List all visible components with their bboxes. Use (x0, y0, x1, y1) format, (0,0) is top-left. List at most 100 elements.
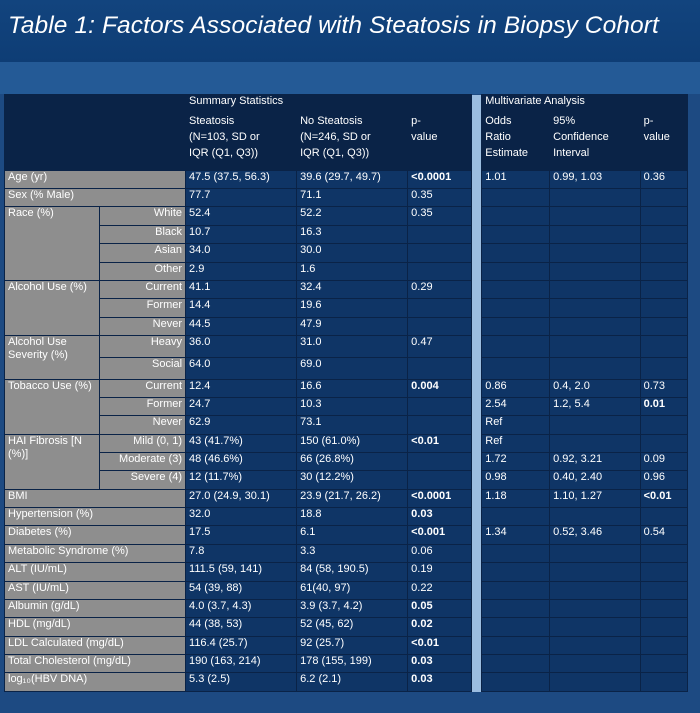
multivariate-p-value (639, 334, 689, 358)
confidence-interval-value (549, 562, 641, 582)
row-sublabel: Current (98, 279, 187, 300)
row-label: Hypertension (%) (3, 507, 187, 527)
multivariate-p-value (639, 653, 689, 674)
odds-ratio-value (481, 279, 551, 300)
row-label: ALT (IU/mL) (3, 562, 187, 582)
row-label: Alcohol Use (%) (4, 279, 100, 336)
steatosis-value: 17.5 (185, 525, 298, 545)
row-sublabel: Never (98, 415, 187, 435)
confidence-interval-value (549, 298, 641, 318)
p-value-2-header-line-2: value (643, 131, 670, 144)
multivariate-p-value (639, 562, 689, 582)
confidence-interval-value (549, 433, 641, 454)
title-bar: Table 1: Factors Associated with Steatos… (0, 0, 700, 62)
p-value (407, 452, 472, 472)
odds-ratio-value (481, 206, 551, 226)
no-steatosis-value: 10.3 (296, 396, 409, 417)
confidence-interval-value (549, 543, 641, 564)
table-row: Never 62.9 73.1 Ref (5, 415, 689, 435)
row-sublabel: Black (98, 224, 187, 245)
confidence-interval-value: 1.2, 5.4 (549, 396, 641, 417)
no-steatosis-value: 31.0 (296, 334, 409, 358)
table-row: Hypertension (%) 32.0 18.8 0.03 (3, 507, 689, 527)
steatosis-value: 41.1 (185, 279, 298, 300)
no-steatosis-value: 3.3 (296, 543, 409, 564)
steatosis-value: 116.4 (25.7) (185, 635, 298, 656)
multivariate-p-value (639, 298, 689, 318)
steatosis-value: 62.9 (185, 415, 298, 435)
multivariate-p-value (639, 507, 689, 527)
steatosis-value: 4.0 (3.7, 4.3) (185, 598, 298, 619)
multivariate-p-value (639, 279, 689, 300)
no-steatosis-header-line-3: IQR (Q1, Q3)) (300, 147, 370, 160)
multivariate-p-value (639, 356, 689, 380)
confidence-interval-value (549, 635, 641, 656)
steatosis-value: 27.0 (24.9, 30.1) (185, 488, 298, 509)
odds-ratio-value (481, 543, 551, 564)
table-row: Former 14.4 19.6 (5, 298, 689, 318)
table-row: Alcohol Use (%) Current 41.1 32.4 0.29 (4, 279, 689, 336)
no-steatosis-value: 66 (26.8%) (296, 452, 409, 472)
odds-ratio-header-line-2: Ratio (485, 131, 511, 144)
p-value: 0.19 (407, 562, 472, 582)
confidence-interval-value (549, 598, 641, 619)
p-value: 0.29 (407, 279, 472, 300)
p-value: 0.05 (407, 598, 472, 619)
odds-ratio-value: 0.98 (481, 470, 551, 490)
table-row: Never 44.5 47.9 (5, 316, 689, 336)
row-label: Sex (% Male) (3, 188, 187, 208)
no-steatosis-value: 61(40, 97) (296, 580, 409, 600)
steatosis-value: 48 (46.6%) (185, 452, 298, 472)
steatosis-value: 190 (163, 214) (185, 653, 298, 674)
table-row: Asian 34.0 30.0 (5, 243, 689, 263)
no-steatosis-header: No Steatosis (N=246, SD or IQR (Q1, Q3)) (296, 112, 409, 171)
steatosis-value: 64.0 (185, 356, 298, 380)
odds-ratio-value (481, 598, 551, 619)
odds-ratio-value: 2.54 (481, 396, 551, 417)
no-steatosis-value: 52.2 (296, 206, 409, 226)
steatosis-value: 5.3 (2.5) (185, 672, 298, 692)
row-label: Total Cholesterol (mg/dL) (3, 653, 187, 674)
confidence-interval-value (549, 334, 641, 358)
summary-statistics-header: Summary Statistics (185, 93, 472, 114)
multivariate-analysis-header: Multivariate Analysis (481, 93, 688, 114)
odds-ratio-value: 0.86 (481, 378, 551, 398)
no-steatosis-value: 71.1 (296, 188, 409, 208)
odds-ratio-header-line-1: Odds (485, 115, 512, 128)
multivariate-p-value (639, 261, 689, 281)
multivariate-p-value: 0.96 (639, 470, 689, 490)
multivariate-p-value: 0.09 (639, 452, 689, 472)
p-value (407, 356, 472, 380)
p-value: <0.001 (407, 525, 472, 545)
odds-ratio-value (481, 507, 551, 527)
no-steatosis-value: 39.6 (29.7, 49.7) (296, 169, 409, 190)
table-row: AST (IU/mL) 54 (39, 88) 61(40, 97) 0.22 (3, 580, 689, 600)
odds-ratio-value (481, 334, 551, 358)
confidence-interval-value (549, 580, 641, 600)
steatosis-value: 34.0 (185, 243, 298, 263)
odds-ratio-value: 1.72 (481, 452, 551, 472)
no-steatosis-value: 1.6 (296, 261, 409, 281)
row-sublabel: Former (98, 396, 187, 417)
table-row: Metabolic Syndrome (%) 7.8 3.3 0.06 (3, 543, 689, 564)
p-value (407, 415, 472, 435)
decorative-band (0, 62, 700, 94)
table-row: LDL Calculated (mg/dL) 116.4 (25.7) 92 (25… (3, 635, 689, 656)
multivariate-p-value: 0.54 (639, 525, 689, 545)
row-sublabel: Asian (98, 243, 187, 263)
confidence-interval-value (549, 243, 641, 263)
column-divider (470, 94, 483, 692)
row-label: log₁₀(HBV DNA) (3, 672, 187, 692)
odds-ratio-value: Ref (481, 415, 551, 435)
steatosis-value: 7.8 (185, 543, 298, 564)
confidence-interval-value (549, 617, 641, 637)
table-row: ALT (IU/mL) 111.5 (59, 141) 84 (58, 190.5)… (3, 562, 689, 582)
row-sublabel: Other (98, 261, 187, 281)
confidence-interval-value (549, 261, 641, 281)
table-row: Tobacco Use (%) Current 12.4 16.6 0.004 0.86 0… (4, 378, 689, 435)
steatosis-value: 12.4 (185, 378, 298, 398)
no-steatosis-value: 84 (58, 190.5) (296, 562, 409, 582)
p-value: 0.03 (407, 672, 472, 692)
odds-ratio-value: 1.01 (481, 169, 551, 190)
p-value: 0.06 (407, 543, 472, 564)
